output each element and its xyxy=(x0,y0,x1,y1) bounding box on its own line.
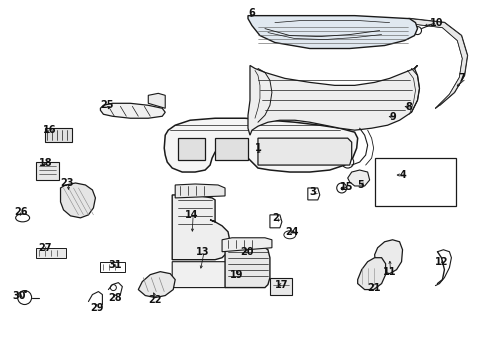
Polygon shape xyxy=(374,240,402,274)
Text: 30: 30 xyxy=(13,291,26,301)
Text: 27: 27 xyxy=(39,243,52,253)
Text: 25: 25 xyxy=(100,100,114,110)
Text: 7: 7 xyxy=(457,73,464,84)
Polygon shape xyxy=(224,248,269,288)
Text: 12: 12 xyxy=(433,257,447,267)
Text: 28: 28 xyxy=(108,293,122,302)
Text: 15: 15 xyxy=(339,182,352,192)
Text: 1: 1 xyxy=(254,143,261,153)
Polygon shape xyxy=(148,93,165,108)
Polygon shape xyxy=(357,258,385,289)
Text: 10: 10 xyxy=(428,18,442,28)
Text: 26: 26 xyxy=(15,207,28,217)
Text: 11: 11 xyxy=(382,267,395,276)
Text: 31: 31 xyxy=(108,260,122,270)
Text: 18: 18 xyxy=(39,158,52,168)
Text: 13: 13 xyxy=(196,247,209,257)
Polygon shape xyxy=(172,195,229,260)
Polygon shape xyxy=(172,262,229,288)
Text: 29: 29 xyxy=(90,302,104,312)
Polygon shape xyxy=(44,128,72,142)
Polygon shape xyxy=(354,19,467,108)
Polygon shape xyxy=(164,118,357,172)
Text: 17: 17 xyxy=(274,280,288,289)
Text: 5: 5 xyxy=(357,180,364,190)
Polygon shape xyxy=(61,183,95,218)
Text: 21: 21 xyxy=(367,283,380,293)
Text: 2: 2 xyxy=(271,213,278,223)
Text: 8: 8 xyxy=(405,102,411,112)
Text: 20: 20 xyxy=(240,247,253,257)
Text: 14: 14 xyxy=(185,210,198,220)
Polygon shape xyxy=(222,238,271,252)
Text: 16: 16 xyxy=(42,125,56,135)
Polygon shape xyxy=(215,138,247,160)
Polygon shape xyxy=(247,15,417,49)
Text: 6: 6 xyxy=(247,8,254,18)
Polygon shape xyxy=(247,66,419,135)
Text: 9: 9 xyxy=(389,112,396,122)
Polygon shape xyxy=(36,162,59,180)
Polygon shape xyxy=(258,138,351,165)
Text: 4: 4 xyxy=(399,170,406,180)
FancyBboxPatch shape xyxy=(374,158,455,206)
Polygon shape xyxy=(178,138,204,160)
Text: 22: 22 xyxy=(148,294,162,305)
Polygon shape xyxy=(138,272,175,298)
Text: 3: 3 xyxy=(309,187,316,197)
Polygon shape xyxy=(269,278,291,294)
Text: 23: 23 xyxy=(61,178,74,188)
Polygon shape xyxy=(347,170,369,186)
Polygon shape xyxy=(100,103,165,118)
Polygon shape xyxy=(36,248,65,258)
Text: 24: 24 xyxy=(285,227,298,237)
Text: 19: 19 xyxy=(229,270,243,280)
Polygon shape xyxy=(175,184,224,198)
